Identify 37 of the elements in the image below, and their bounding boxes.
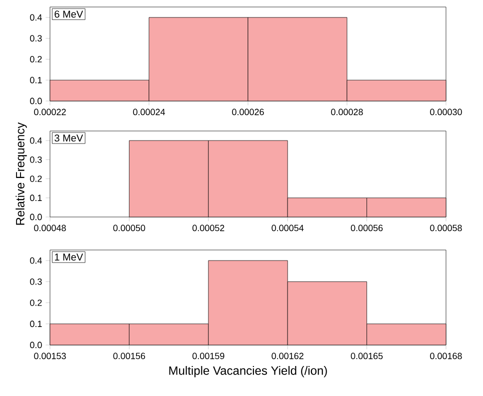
y-tick-label: 0.0 (30, 98, 42, 104)
y-tick-label: 0.1 (30, 194, 42, 202)
x-tick-label: 0.00028 (331, 108, 363, 116)
x-tick-label: 0.00153 (34, 352, 66, 360)
y-tick-label: 0.1 (30, 320, 42, 328)
annotation: 6 MeV (54, 10, 84, 18)
x-tick-label: 0.00159 (192, 352, 224, 360)
y-tick-label: 0.4 (30, 257, 42, 264)
y-tick-label: 0.3 (30, 156, 42, 163)
y-tick-label: 0.3 (30, 35, 42, 42)
y-axis-title: Relative Frequency (16, 122, 27, 225)
y-tick-label: 0.0 (30, 342, 42, 348)
annotation: 1 MeV (54, 254, 84, 261)
x-tick-label: 0.00162 (272, 352, 304, 360)
x-tick-label: 0.00050 (113, 224, 146, 232)
x-tick-label: 0.00165 (350, 352, 383, 360)
x-tick-label: 0.00054 (272, 224, 304, 232)
x-tick-label: 0.00030 (430, 108, 462, 116)
y-tick-label: 0.0 (30, 214, 42, 220)
x-tick-label: 0.00024 (133, 108, 165, 116)
x-tick-label: 0.00022 (34, 108, 66, 116)
y-tick-label: 0.3 (30, 278, 42, 285)
x-tick-label: 0.00026 (232, 108, 264, 116)
x-tick-label: 0.00156 (113, 352, 146, 360)
y-tick-label: 0.2 (30, 176, 42, 182)
y-tick-label: 0.2 (30, 56, 42, 62)
y-tick-label: 0.4 (30, 14, 42, 21)
x-tick-label: 0.00168 (430, 352, 462, 360)
x-tick-label: 0.00056 (350, 224, 383, 232)
x-tick-label: 0.00058 (430, 224, 462, 232)
x-tick-label: 0.00048 (34, 224, 66, 232)
x-axis-title: Multiple Vacancies Yield (/ion) (169, 366, 327, 378)
y-tick-label: 0.1 (30, 76, 42, 84)
annotation: 3 MeV (54, 134, 84, 142)
y-tick-label: 0.4 (30, 137, 42, 144)
x-tick-label: 0.00052 (192, 224, 224, 232)
y-tick-label: 0.2 (30, 300, 42, 306)
